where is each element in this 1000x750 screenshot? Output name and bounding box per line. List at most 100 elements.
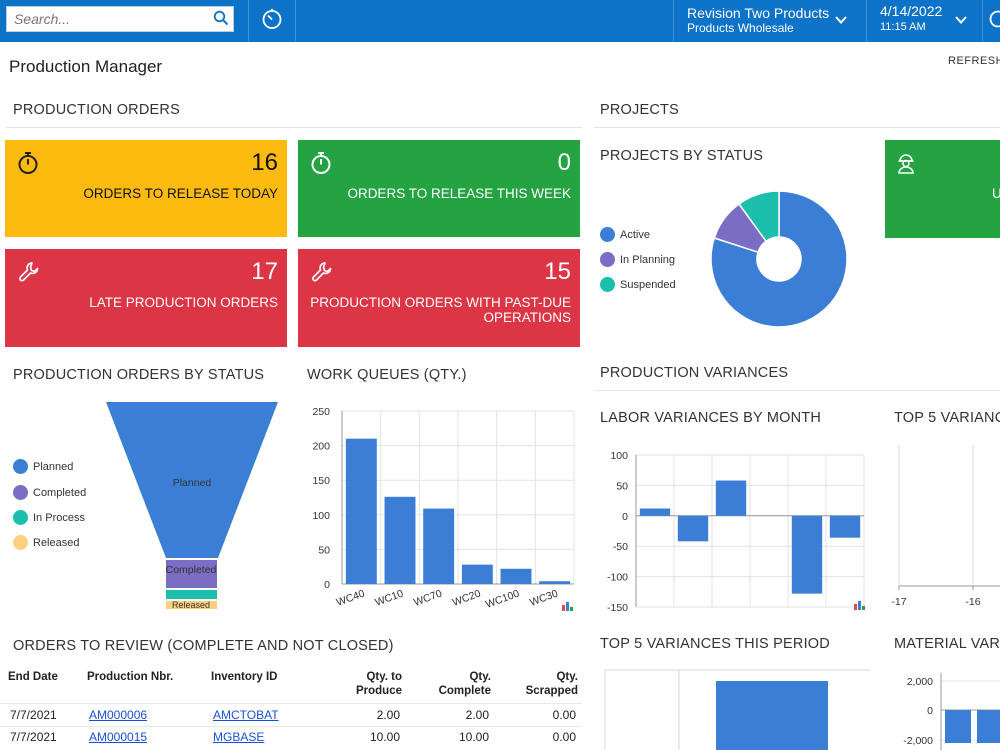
column-header-line: Scrapped xyxy=(525,685,578,697)
column-header-qty-to-produce[interactable]: Qty. to Produce xyxy=(356,670,402,698)
chart-title-work-queues: WORK QUEUES (QTY.) xyxy=(307,367,467,383)
cell-inventory-id-link[interactable]: MGBASE xyxy=(213,730,265,744)
company-name: Revision Two Products xyxy=(687,5,830,21)
chart-title-orders-by-status: PRODUCTION ORDERS BY STATUS xyxy=(13,367,265,383)
chart-export-icon[interactable] xyxy=(562,602,573,611)
pie-slice-active[interactable] xyxy=(710,190,848,328)
work-queues-chart: 0 50 100 150 200 250 WC40 WC10 WC70 WC20 WC100 WC30 xyxy=(312,406,575,611)
bar[interactable] xyxy=(791,515,823,594)
y-tick-label: 0 xyxy=(927,705,933,717)
section-divider xyxy=(594,390,1000,391)
column-header-line: Qty. xyxy=(469,671,491,683)
funnel-segment-planned[interactable] xyxy=(106,402,278,558)
cell-qty-scrapped: 0.00 xyxy=(552,730,576,744)
column-header-qty-scrapped[interactable]: Qty. Scrapped xyxy=(526,670,578,698)
top-divider xyxy=(866,0,867,42)
cell-production-nbr-link[interactable]: AM000015 xyxy=(89,730,148,744)
top-divider xyxy=(673,0,674,42)
legend-label: Completed xyxy=(33,486,87,499)
legend-label: In Planning xyxy=(620,253,676,266)
section-projects: PROJECTS xyxy=(600,102,679,118)
top-divider xyxy=(248,0,249,42)
x-tick-label: WC20 xyxy=(451,587,483,608)
tile-label: ORDERS TO RELEASE TODAY xyxy=(83,186,278,201)
refresh-button[interactable]: REFRESH xyxy=(948,55,1000,67)
search-box[interactable] xyxy=(6,6,234,32)
y-tick-label: -2,000 xyxy=(903,735,933,747)
bar[interactable] xyxy=(500,568,532,584)
top-bar: Revision Two Products Products Wholesale… xyxy=(0,0,1000,42)
business-date-selector[interactable]: 4/14/2022 11:15 AM xyxy=(867,0,982,42)
worker-icon xyxy=(895,152,917,179)
material-variances-chart: 2,000 0 -2,000 xyxy=(903,673,1000,750)
projects-donut-chart xyxy=(710,190,848,328)
column-header-inventory-id[interactable]: Inventory ID xyxy=(211,671,278,683)
tile-past-due-operations[interactable]: 15 PRODUCTION ORDERS WITH PAST-DUE OPERA… xyxy=(298,249,580,347)
bar[interactable] xyxy=(829,515,861,538)
column-header-end-date[interactable]: End Date xyxy=(8,671,58,683)
cell-production-nbr-link[interactable]: AM000006 xyxy=(89,708,148,722)
chart-export-icon-bar xyxy=(858,601,861,610)
y-tick-label: -50 xyxy=(613,541,628,553)
cell-qty-complete: 2.00 xyxy=(465,708,489,722)
bar[interactable] xyxy=(639,508,671,516)
tile-late-production-orders[interactable]: 17 LATE PRODUCTION ORDERS xyxy=(5,249,287,347)
section-production-orders: PRODUCTION ORDERS xyxy=(13,102,180,118)
search-input[interactable] xyxy=(7,7,197,31)
section-divider xyxy=(594,127,1000,128)
column-header-line: Complete xyxy=(438,685,491,697)
bar[interactable] xyxy=(539,581,571,584)
bar[interactable] xyxy=(716,681,828,750)
funnel-segment-in-process[interactable] xyxy=(166,590,217,599)
bar[interactable] xyxy=(945,710,971,743)
tile-label: PRODUCTION ORDERS WITH PAST-DUE OPERATIO… xyxy=(310,295,571,325)
section-production-variances: PRODUCTION VARIANCES xyxy=(600,365,789,381)
search-icon[interactable] xyxy=(213,10,229,31)
section-divider xyxy=(6,127,582,128)
cell-qty-to-produce: 10.00 xyxy=(369,730,400,744)
chart-export-icon-bar xyxy=(862,606,865,610)
bar[interactable] xyxy=(977,710,1000,743)
tile-projects-partial[interactable]: U xyxy=(885,140,1000,238)
legend-dot xyxy=(600,277,615,292)
x-tick-label: WC10 xyxy=(373,587,405,608)
legend-label: Released xyxy=(33,536,80,549)
timer-button[interactable] xyxy=(249,0,295,42)
column-header-production-nbr[interactable]: Production Nbr. xyxy=(87,671,174,683)
chart-export-icon[interactable] xyxy=(854,601,865,610)
y-tick-label: 0 xyxy=(622,511,628,523)
bar[interactable] xyxy=(677,515,709,542)
tile-value: 15 xyxy=(544,258,571,285)
cell-qty-complete: 10.00 xyxy=(458,730,489,744)
cell-inventory-id-link[interactable]: AMCTOBAT xyxy=(213,708,279,722)
legend-dot xyxy=(13,485,28,500)
help-button[interactable] xyxy=(983,0,1000,42)
y-tick-label: -100 xyxy=(607,572,628,584)
company-selector[interactable]: Revision Two Products Products Wholesale xyxy=(674,0,866,42)
bar[interactable] xyxy=(384,496,416,584)
legend-label: Suspended xyxy=(620,278,676,291)
section-orders-to-review: ORDERS TO REVIEW (COMPLETE AND NOT CLOSE… xyxy=(13,638,394,654)
tile-value: 0 xyxy=(557,149,571,176)
column-header-qty-complete[interactable]: Qty. Complete xyxy=(439,670,491,698)
chart-export-icon-bar xyxy=(566,602,569,611)
legend-dot xyxy=(13,459,28,474)
cell-end-date: 7/7/2021 xyxy=(10,730,57,744)
bar[interactable] xyxy=(345,438,377,584)
pie-slice-suspended[interactable] xyxy=(737,190,780,243)
funnel-label-released: Released xyxy=(172,600,210,610)
legend-item: Planned xyxy=(13,459,73,474)
bar[interactable] xyxy=(461,564,493,584)
funnel-segment-released[interactable] xyxy=(166,601,217,609)
tile-orders-to-release-this-week[interactable]: 0 ORDERS TO RELEASE THIS WEEK xyxy=(298,140,580,237)
bar[interactable] xyxy=(423,508,455,584)
tile-value: 17 xyxy=(251,258,278,285)
funnel-segment-completed[interactable] xyxy=(166,560,217,588)
chart-title-labor-variances: LABOR VARIANCES BY MONTH xyxy=(600,410,822,426)
top5-this-period-chart xyxy=(604,669,870,750)
tile-orders-to-release-today[interactable]: 16 ORDERS TO RELEASE TODAY xyxy=(5,140,287,237)
labor-variances-chart: 100 50 0 -50 -100 -150 xyxy=(607,450,865,614)
tile-label-line: PRODUCTION ORDERS WITH PAST-DUE xyxy=(310,295,571,310)
bar[interactable] xyxy=(715,480,747,516)
